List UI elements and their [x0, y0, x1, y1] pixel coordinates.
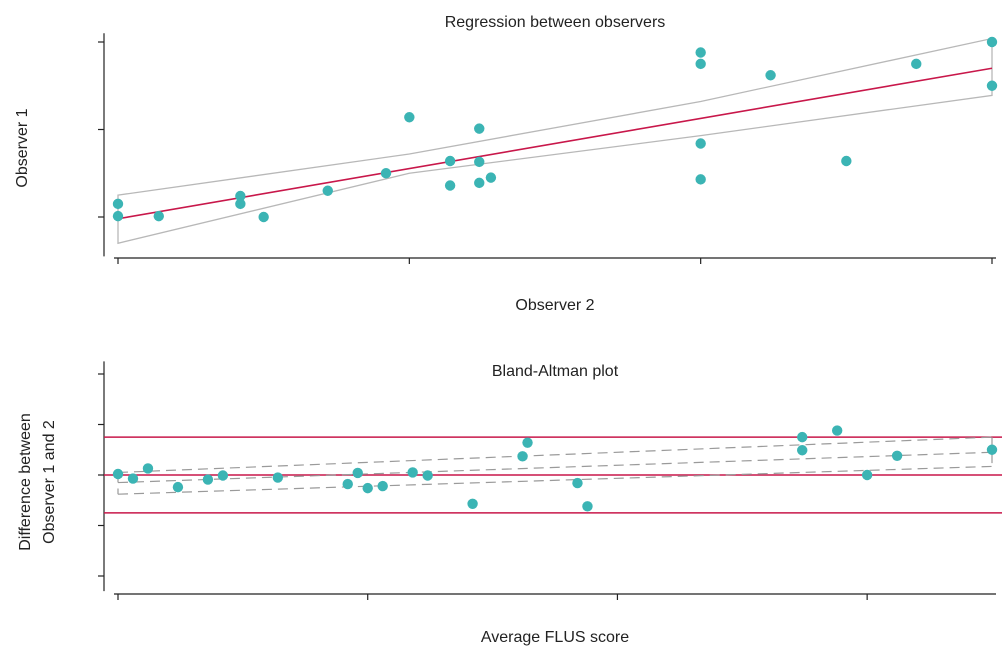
bland-altman-data-point: [831, 425, 843, 436]
regression-x-axis-label: Observer 2: [515, 297, 594, 314]
regression-data-point: [235, 190, 246, 202]
regression-data-point: [258, 211, 269, 223]
bland-altman-data-point: [422, 470, 433, 481]
regression-data-point: [841, 155, 852, 167]
bland-altman-data-point: [797, 445, 808, 456]
bland-altman-data-point: [797, 431, 808, 443]
regression-data-point: [322, 185, 333, 196]
regression-data-point: [444, 180, 456, 191]
bland-altman-title: Bland-Altman plot: [492, 363, 619, 380]
regression-data-point: [986, 36, 998, 48]
regression-data-point: [380, 168, 392, 179]
bland-altman-data-point: [467, 498, 478, 509]
regression-data-point: [695, 138, 706, 149]
bland-altman-band-upper: [117, 436, 993, 474]
bland-altman-data-point: [142, 463, 154, 474]
regression-data-point: [911, 58, 922, 70]
regression-data-point: [474, 123, 485, 134]
bland-altman-data-point: [127, 473, 139, 484]
regression-title: Regression between observers: [445, 14, 666, 31]
regression-data-point: [986, 80, 998, 91]
bland-altman-data-point: [362, 482, 373, 494]
regression-data-point: [153, 210, 164, 222]
bland-altman-data-point: [522, 437, 533, 448]
regression-data-point: [404, 112, 415, 123]
bland-altman-data-point: [861, 469, 873, 481]
bland-altman-data-point: [377, 480, 388, 492]
regression-y-axis-label: Observer 1: [14, 108, 31, 187]
regression-data-point: [474, 177, 485, 189]
bland-altman-band-mid: [117, 451, 993, 484]
bland-altman-band-lower: [117, 465, 993, 495]
regression-data-point: [112, 198, 124, 210]
bland-altman-data-point: [352, 467, 363, 479]
regression-data-point: [695, 47, 706, 58]
bland-altman-data-point: [217, 470, 229, 481]
bland-altman-y-axis-label-line-1: Difference between: [17, 413, 34, 551]
bland-altman-data-point: [891, 450, 903, 462]
bland-altman-data-point: [202, 474, 214, 485]
bland-altman-data-point: [172, 481, 184, 493]
regression-data-point: [695, 174, 706, 185]
regression-data-point: [765, 70, 776, 81]
regression-data-point: [485, 172, 497, 183]
regression-data-point: [235, 198, 246, 210]
regression-fit-line: [117, 67, 993, 220]
bland-altman-data-point: [342, 478, 353, 490]
regression-confidence-band: [117, 37, 993, 245]
bland-altman-data-point: [112, 468, 124, 480]
bland-altman-x-axis-label: Average FLUS score: [481, 629, 629, 646]
regression-data-point: [112, 210, 124, 222]
bland-altman-data-point: [986, 444, 998, 455]
bland-altman-data-point: [517, 451, 528, 462]
regression-data-point: [695, 58, 706, 70]
bland-altman-y-axis-label-line-2: Observer 1 and 2: [41, 420, 58, 544]
bland-altman-data-point: [407, 467, 418, 478]
bland-altman-data-point: [272, 472, 284, 483]
regression-data-point: [474, 156, 485, 168]
regression-data-point: [444, 155, 456, 167]
bland-altman-data-point: [572, 477, 583, 489]
bland-altman-data-point: [582, 501, 593, 512]
